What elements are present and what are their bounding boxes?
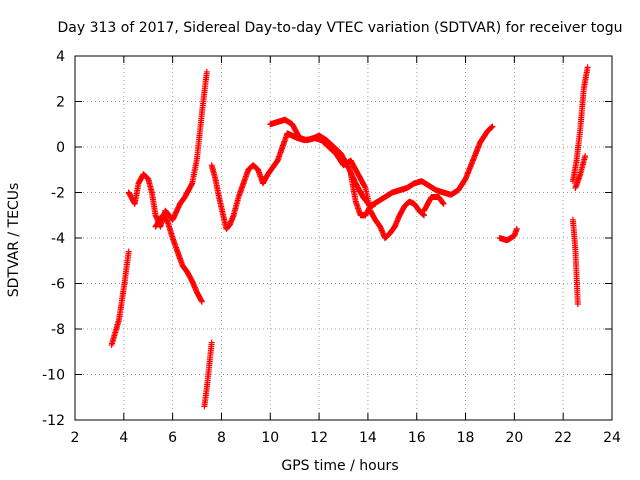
data-point (489, 123, 496, 130)
x-tick-labels: 2 4 6 8 10 12 14 16 18 20 22 24 (71, 430, 621, 446)
data-point (582, 153, 589, 160)
series-arc-d (201, 339, 215, 410)
data-point (198, 297, 205, 304)
y-tick-label: -12 (42, 413, 65, 429)
series-arc-l (572, 153, 589, 191)
y-axis-label: SDTVAR / TECUs (6, 183, 22, 298)
x-tick-label: 2 (71, 430, 80, 446)
x-tick-label: 10 (261, 430, 279, 446)
chart-title: Day 313 of 2017, Sidereal Day-to-day VTE… (57, 20, 622, 36)
data-points (108, 64, 591, 410)
data-point (198, 298, 205, 305)
data-point (440, 200, 447, 207)
series-arc-a (108, 248, 132, 348)
grid-lines (75, 56, 612, 420)
x-tick-label: 12 (310, 430, 328, 446)
data-point (488, 124, 495, 131)
y-tick-label: -6 (51, 277, 65, 293)
series-arc-k (569, 216, 581, 307)
y-tick-label: 4 (56, 49, 65, 65)
data-point (584, 64, 591, 71)
y-tick-label: -2 (51, 186, 65, 202)
data-point (203, 68, 210, 75)
series-arc-g (347, 171, 379, 219)
x-tick-label: 8 (217, 430, 226, 446)
data-point (188, 181, 195, 188)
x-tick-label: 14 (359, 430, 377, 446)
series-arc-c (152, 212, 205, 305)
data-point (208, 339, 215, 346)
y-tick-label: -10 (42, 368, 65, 384)
y-tick-label: -4 (51, 231, 65, 247)
data-point (439, 200, 446, 207)
data-point (574, 300, 581, 307)
x-tick-label: 18 (457, 430, 475, 446)
x-tick-label: 4 (119, 430, 128, 446)
data-point (513, 225, 520, 232)
data-point (372, 200, 379, 207)
series-arc-f (267, 116, 428, 241)
x-tick-label: 16 (408, 430, 426, 446)
x-tick-label: 6 (168, 430, 177, 446)
data-point (419, 210, 426, 217)
data-point (361, 183, 368, 190)
y-tick-label: 0 (56, 140, 65, 156)
series-arc-b (125, 68, 210, 230)
data-point (488, 124, 495, 131)
series-arc-j (569, 64, 591, 185)
series-arc-h (421, 194, 447, 214)
x-tick-label: 22 (554, 430, 572, 446)
series-arc-i (496, 225, 520, 244)
x-tick-label: 20 (505, 430, 523, 446)
y-tick-label: -8 (51, 322, 65, 338)
plot-frame (74, 55, 613, 421)
y-tick-labels: -12 -10 -8 -6 -4 -2 0 2 4 (42, 49, 65, 429)
y-tick-label: 2 (56, 95, 65, 111)
data-point (125, 248, 132, 255)
x-tick-label: 24 (603, 430, 621, 446)
x-axis-label: GPS time / hours (281, 458, 398, 474)
data-point (420, 211, 427, 218)
